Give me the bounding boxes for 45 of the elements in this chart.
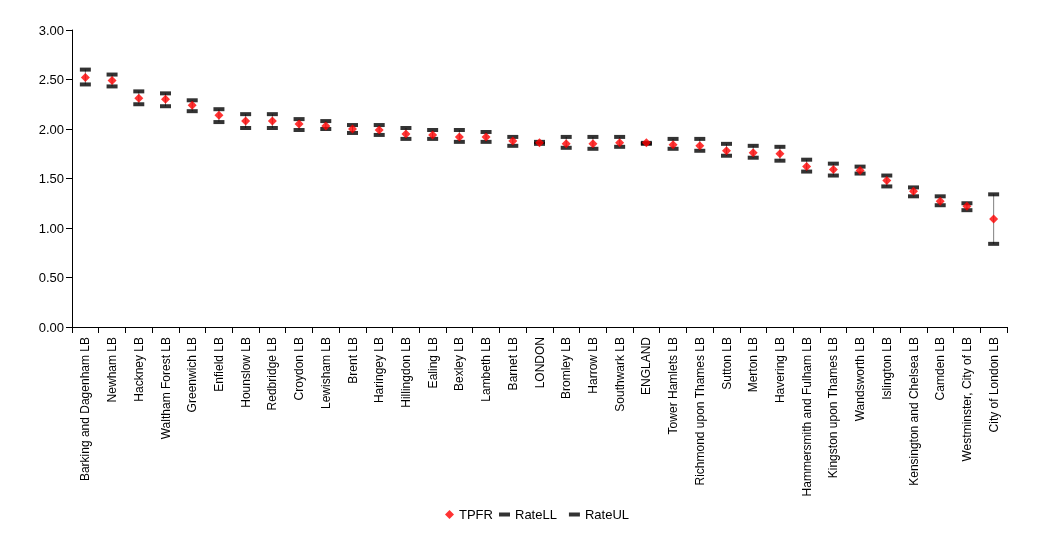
x-tick-label: Sutton LB: [719, 337, 734, 390]
x-tick-label: Brent LB: [345, 337, 360, 384]
x-tick-label: Lambeth LB: [479, 337, 494, 402]
x-tick-label: ENGLAND: [639, 336, 654, 396]
x-tick-label: Harrow LB: [585, 337, 600, 394]
x-tick-label: Redbridge LB: [265, 337, 280, 411]
x-tick-label: Richmond upon Thames LB: [692, 337, 707, 486]
x-tick-label: Westminster, City of LB: [959, 337, 974, 462]
x-tick-label: Camden LB: [933, 337, 948, 401]
x-tick-label: Hackney LB: [131, 337, 146, 402]
y-tick-label: 2.50: [38, 72, 64, 87]
y-tick-label: 1.00: [38, 220, 64, 236]
x-tick-label: Lewisham LB: [318, 337, 333, 410]
x-tick-label: Kensington and Chelsea LB: [906, 337, 921, 486]
x-tick-label: Hillingdon LB: [398, 337, 413, 408]
y-tick-label: 2.00: [38, 121, 64, 137]
x-tick-label: Islington LB: [879, 337, 894, 400]
x-tick-label: Hounslow LB: [238, 337, 253, 408]
x-tick-label: Havering LB: [772, 337, 787, 404]
x-tick-label: Kingston upon Thames LB: [826, 337, 841, 479]
legend-label: RateUL: [584, 507, 629, 522]
x-tick-label: Waltham Forest LB: [158, 337, 173, 440]
x-tick-label: Newham LB: [105, 337, 120, 403]
x-tick-label: Bromley LB: [559, 337, 574, 400]
x-tick-label: Bexley LB: [452, 337, 467, 392]
x-tick-label: Tower Hamlets LB: [666, 337, 681, 435]
y-tick-label: 0.50: [38, 270, 64, 285]
x-tick-label: Haringey LB: [372, 337, 387, 404]
x-tick-label: Barnet LB: [505, 337, 520, 391]
x-tick-label: LONDON: [532, 337, 547, 389]
x-tick-label: Barking and Dagenham LB: [78, 337, 93, 482]
x-tick-label: Wandsworth LB: [853, 337, 868, 422]
y-tick-label: 0.00: [38, 319, 64, 335]
legend-label: TPFR: [459, 507, 493, 522]
x-tick-label: Greenwich LB: [185, 337, 200, 413]
x-tick-label: Hammersmith and Fulham LB: [799, 337, 814, 497]
x-tick-label: City of London LB: [986, 337, 1001, 433]
x-tick-label: Croydon LB: [292, 337, 307, 401]
y-tick-label: 1.50: [38, 171, 64, 186]
y-tick-label: 3.00: [38, 22, 64, 38]
legend-label: RateLL: [515, 507, 557, 522]
x-tick-label: Enfield LB: [211, 337, 226, 392]
x-tick-label: Southwark LB: [612, 337, 627, 412]
x-tick-label: Merton LB: [746, 337, 761, 393]
x-tick-label: Ealing LB: [425, 337, 440, 389]
